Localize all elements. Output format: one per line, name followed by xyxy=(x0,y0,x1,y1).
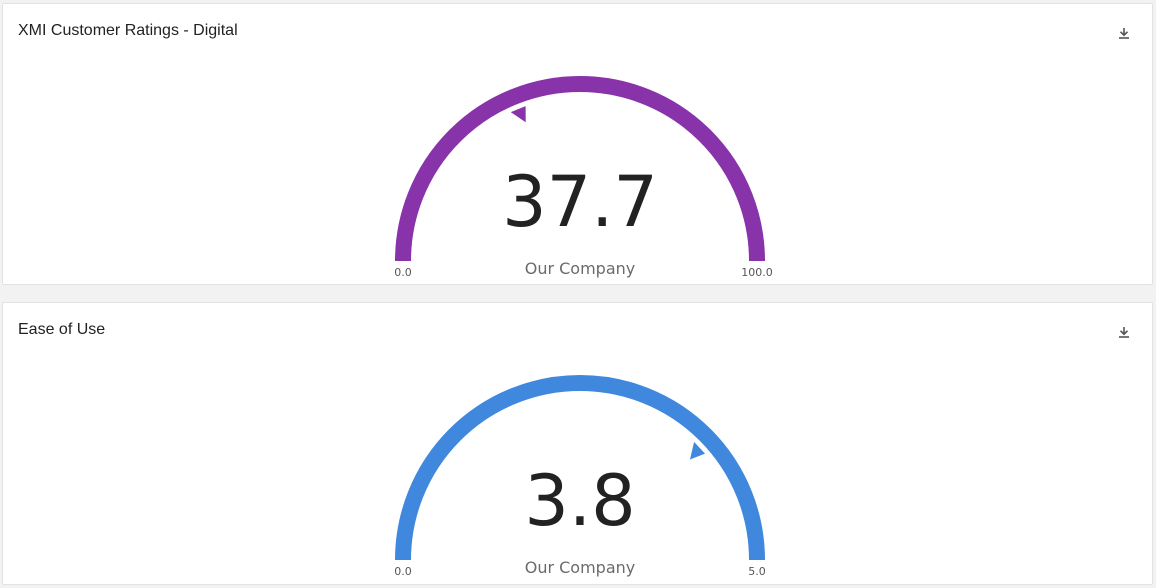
gauge-card-ease-of-use: Ease of Use 3.8 Our Company 0.0 5.0 xyxy=(2,302,1153,585)
download-icon[interactable] xyxy=(1116,324,1132,340)
gauge-chart: 3.8 Our Company 0.0 5.0 xyxy=(394,375,766,578)
gauge-value: 3.8 xyxy=(524,460,635,542)
gauge-arc xyxy=(395,375,765,561)
gauge-value-marker xyxy=(510,106,526,123)
gauge-subtitle: Our Company xyxy=(525,558,636,577)
download-icon[interactable] xyxy=(1116,25,1132,41)
gauge-min-label: 0.0 xyxy=(394,565,412,578)
gauge-chart: 37.7 Our Company 0.0 100.0 xyxy=(394,76,773,279)
gauge-max-label: 100.0 xyxy=(741,266,773,279)
gauge-value: 37.7 xyxy=(502,161,658,243)
gauge-min-label: 0.0 xyxy=(394,266,412,279)
gauge-arc xyxy=(395,76,765,262)
card-title: Ease of Use xyxy=(18,321,106,338)
gauge-subtitle: Our Company xyxy=(525,259,636,278)
card-title: XMI Customer Ratings - Digital xyxy=(18,22,238,39)
gauge-card-customer-ratings: XMI Customer Ratings - Digital 37.7 Our … xyxy=(2,3,1153,285)
gauge-max-label: 5.0 xyxy=(748,565,766,578)
gauge-value-marker xyxy=(689,441,706,460)
